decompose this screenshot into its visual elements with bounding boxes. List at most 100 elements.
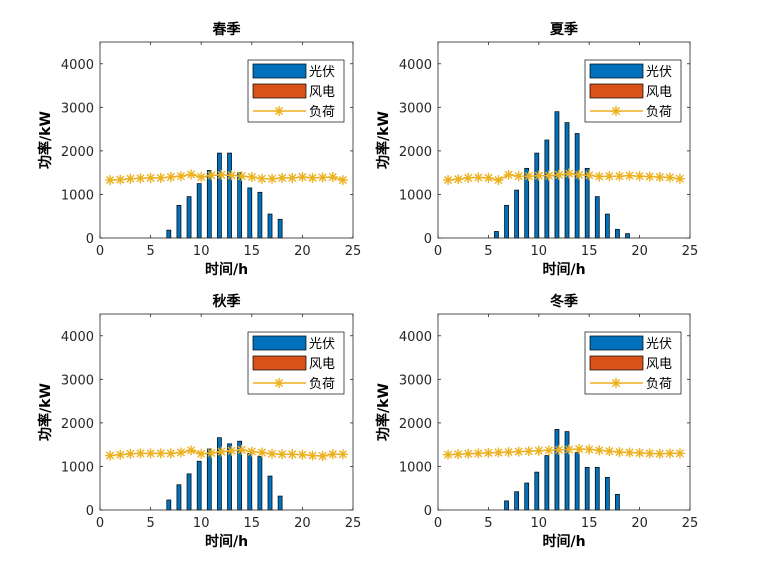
load-marker-h5	[483, 172, 494, 183]
bar-pv-h7	[504, 500, 509, 511]
x-tick-label: 5	[146, 244, 154, 259]
bar-pv-h18	[615, 228, 620, 239]
x-tick-label: 15	[244, 516, 261, 531]
x-tick-label: 25	[682, 244, 699, 259]
load-marker-h5	[145, 448, 156, 459]
y-tick-label: 3000	[61, 101, 94, 116]
y-tick-label: 3000	[399, 101, 432, 116]
load-marker-h16	[256, 173, 267, 184]
load-marker-h21	[307, 450, 318, 461]
y-tick-label: 4000	[399, 58, 432, 73]
bar-pv-h15	[247, 187, 253, 239]
legend-label: 光伏	[309, 337, 335, 352]
y-axis-label: 功率/kW	[37, 111, 54, 169]
load-marker-h9	[523, 171, 534, 182]
load-marker-h7	[165, 172, 176, 183]
bar-pv-h14	[574, 452, 580, 511]
bar-pv-h17	[267, 213, 273, 239]
legend-marker-load	[274, 106, 284, 116]
load-marker-h8	[513, 446, 524, 457]
bar-pv-h8	[176, 484, 182, 511]
load-marker-h17	[604, 171, 615, 182]
bar-pv-h11	[544, 455, 550, 511]
x-tick-label: 20	[631, 516, 648, 531]
load-marker-h3	[125, 448, 136, 459]
load-marker-h10	[196, 448, 207, 459]
load-marker-h19	[287, 172, 298, 183]
bar-pv-h13	[227, 152, 232, 239]
load-marker-h18	[277, 449, 288, 460]
x-axis-label: 时间/h	[542, 261, 585, 278]
bar-pv-h11	[206, 448, 212, 511]
legend-marker-load	[611, 378, 621, 388]
load-marker-h14	[574, 444, 585, 455]
y-tick-label: 2000	[399, 145, 432, 160]
subplot-title: 春季	[212, 21, 241, 38]
load-marker-h22	[317, 172, 328, 183]
legend-label: 光伏	[309, 65, 335, 80]
bar-pv-h10	[196, 183, 202, 239]
bar-pv-h17	[604, 476, 610, 511]
load-marker-h9	[523, 446, 534, 457]
bar-pv-h9	[524, 482, 530, 511]
bar-pv-h17	[267, 475, 273, 511]
load-marker-h14	[236, 171, 247, 182]
load-marker-h13	[226, 445, 237, 456]
load-marker-h20	[297, 449, 308, 460]
load-marker-h22	[317, 450, 328, 461]
bar-pv-h19	[625, 233, 630, 239]
legend-label: 风电	[646, 357, 672, 372]
load-marker-h3	[125, 173, 136, 184]
load-marker-h23	[664, 448, 675, 459]
x-tick-label: 5	[146, 516, 154, 531]
load-marker-h13	[564, 168, 575, 179]
x-tick-label: 10	[193, 516, 210, 531]
x-tick-label: 10	[531, 516, 548, 531]
bar-pv-h15	[584, 466, 590, 511]
load-marker-h3	[463, 448, 474, 459]
subplot-title: 冬季	[550, 293, 578, 310]
legend-swatch-pv	[589, 335, 644, 351]
y-tick-label: 1000	[61, 460, 94, 475]
axes-frame	[437, 313, 691, 511]
bar-pv-h11	[206, 170, 212, 239]
load-marker-h9	[186, 445, 197, 456]
load-marker-h18	[277, 172, 288, 183]
load-marker-h12	[553, 169, 564, 180]
load-marker-h19	[624, 170, 635, 181]
y-axis-label: 功率/kW	[375, 111, 392, 169]
load-marker-h16	[256, 447, 267, 458]
load-marker-h3	[463, 172, 474, 183]
load-marker-h1	[443, 175, 454, 186]
bar-pv-h16	[594, 466, 600, 511]
x-tick-label: 10	[193, 244, 210, 259]
load-marker-h24	[337, 175, 348, 186]
x-tick-label: 25	[345, 516, 362, 531]
load-marker-h16	[594, 445, 605, 456]
legend-label: 光伏	[646, 65, 672, 80]
y-tick-label: 2000	[61, 145, 94, 160]
load-marker-h10	[533, 445, 544, 456]
bar-pv-h10	[534, 471, 540, 511]
load-marker-h4	[473, 448, 484, 459]
load-marker-h2	[453, 174, 464, 185]
x-tick-label: 10	[531, 244, 548, 259]
load-marker-h23	[327, 172, 338, 183]
load-marker-h21	[644, 448, 655, 459]
x-tick-label: 0	[96, 244, 104, 259]
load-marker-h15	[584, 170, 595, 181]
bar-pv-h13	[564, 431, 570, 511]
legend-label: 负荷	[646, 105, 672, 120]
y-axis-label: 功率/kW	[375, 383, 392, 441]
y-tick-label: 4000	[61, 330, 94, 345]
y-tick-label: 3000	[61, 373, 94, 388]
load-marker-h17	[267, 173, 278, 184]
bar-pv-h8	[514, 189, 519, 239]
x-tick-label: 0	[434, 516, 442, 531]
load-marker-h10	[196, 172, 207, 183]
load-marker-h2	[115, 174, 126, 185]
